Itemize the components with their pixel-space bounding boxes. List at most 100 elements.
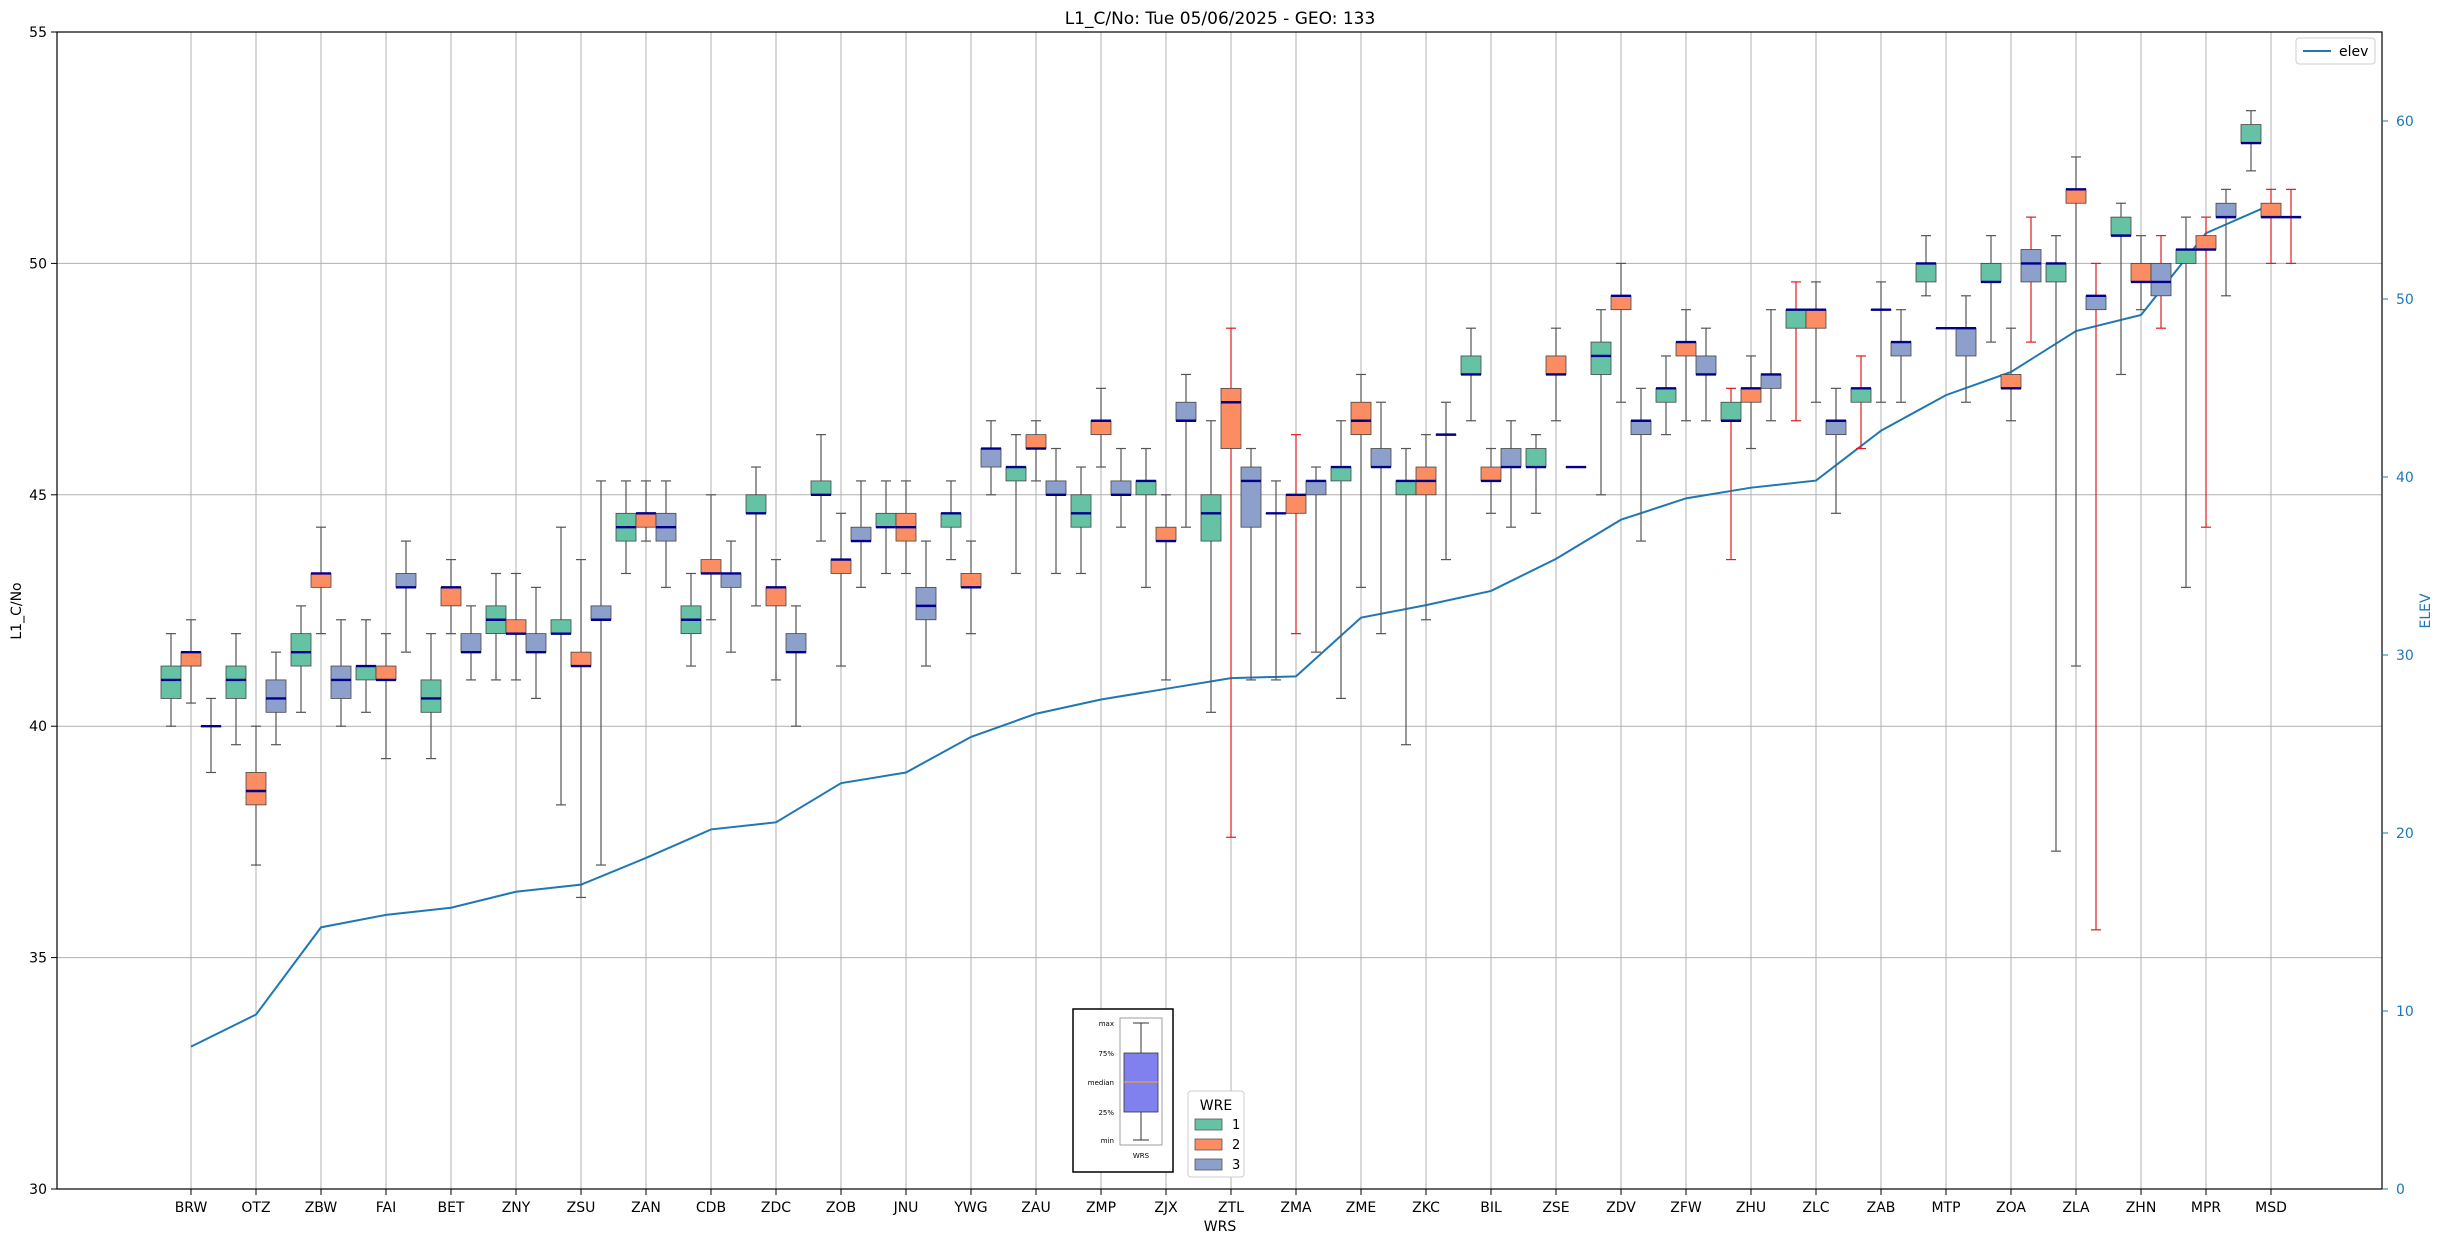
box-zkc-wre3 bbox=[1435, 401, 1457, 561]
box-ywg-wre2 bbox=[960, 540, 982, 635]
box-zob-wre2 bbox=[830, 512, 852, 667]
iqr-box bbox=[1175, 401, 1197, 422]
iqr-box bbox=[1590, 341, 1612, 375]
iqr-box bbox=[1460, 355, 1482, 375]
iqr-box bbox=[245, 772, 267, 806]
box-otz-wre3 bbox=[265, 651, 287, 746]
wre-legend: WRE 1 2 3 bbox=[1187, 1090, 1245, 1178]
iqr-box bbox=[850, 526, 872, 542]
box-zma-wre3 bbox=[1305, 466, 1327, 653]
box-zfw-wre1 bbox=[1655, 355, 1677, 436]
box-ztl-wre2 bbox=[1220, 327, 1242, 838]
box-zmp-wre1 bbox=[1070, 466, 1092, 575]
box-jnu-wre1 bbox=[875, 480, 897, 575]
box-zhu-wre1 bbox=[1720, 387, 1742, 561]
box-mtp-wre1 bbox=[1915, 235, 1937, 297]
box-zme-wre2 bbox=[1350, 373, 1372, 588]
x-tick-label-zsu: ZSU bbox=[567, 1200, 596, 1216]
box-zfw-wre3 bbox=[1695, 327, 1717, 422]
box-bil-wre2 bbox=[1480, 447, 1502, 514]
x-tick-label-cdb: CDB bbox=[696, 1200, 726, 1216]
iqr-box bbox=[225, 665, 247, 699]
box-zla-wre3 bbox=[2085, 262, 2107, 931]
iqr-box bbox=[1545, 355, 1567, 375]
y-axis-label: L1_C/No bbox=[9, 582, 25, 639]
chart-title: L1_C/No: Tue 05/06/2025 - GEO: 133 bbox=[1065, 9, 1376, 29]
iqr-box bbox=[290, 633, 312, 667]
iqr-box bbox=[1740, 387, 1762, 403]
key-label-min: min bbox=[1101, 1137, 1114, 1145]
iqr-box bbox=[1850, 387, 1872, 403]
box-zhn-wre1 bbox=[2110, 202, 2132, 376]
iqr-box bbox=[265, 679, 287, 713]
elev-legend-label: elev bbox=[2339, 44, 2368, 60]
box-zoa-wre2 bbox=[2000, 327, 2022, 422]
iqr-box bbox=[1285, 494, 1307, 514]
y2-axis-label: ELEV bbox=[2418, 593, 2434, 628]
x-tick-label-mtp: MTP bbox=[1931, 1200, 1960, 1216]
box-fai-wre3 bbox=[395, 540, 417, 653]
iqr-box bbox=[460, 633, 482, 653]
iqr-box bbox=[785, 633, 807, 653]
iqr-box bbox=[1330, 466, 1352, 482]
box-mtp-wre3 bbox=[1955, 295, 1977, 403]
iqr-box bbox=[1655, 387, 1677, 403]
iqr-box bbox=[1025, 434, 1047, 449]
iqr-box bbox=[440, 586, 462, 607]
box-zlc-wre3 bbox=[1825, 387, 1847, 514]
iqr-box bbox=[635, 512, 657, 528]
x-tick-label-zau: ZAU bbox=[1021, 1200, 1050, 1216]
iqr-box bbox=[1785, 309, 1807, 329]
wre-legend-label-2: 2 bbox=[1232, 1138, 1240, 1153]
iqr-box bbox=[875, 512, 897, 528]
x-tick-label-zjx: ZJX bbox=[1154, 1200, 1178, 1216]
box-zab-wre3 bbox=[1890, 309, 1912, 403]
box-zbw-wre2 bbox=[310, 526, 332, 635]
y-tick-label: 30 bbox=[29, 1182, 47, 1198]
iqr-box bbox=[1480, 466, 1502, 482]
box-brw-wre1 bbox=[160, 633, 182, 727]
iqr-box bbox=[1090, 420, 1112, 436]
iqr-box bbox=[830, 559, 852, 574]
plot-frame bbox=[56, 31, 2383, 1190]
box-zse-wre1 bbox=[1525, 434, 1547, 514]
y-tick-label: 35 bbox=[29, 951, 47, 967]
box-mpr-wre2 bbox=[2195, 216, 2217, 528]
box-zse-wre2 bbox=[1545, 327, 1567, 422]
box-zbw-wre3 bbox=[330, 619, 352, 727]
box-zab-wre1 bbox=[1850, 355, 1872, 450]
x-tick-label-zab: ZAB bbox=[1867, 1200, 1896, 1216]
iqr-box bbox=[330, 665, 352, 699]
y2-tick-label: 20 bbox=[2396, 826, 2414, 842]
box-ywg-wre1 bbox=[940, 480, 962, 561]
iqr-box bbox=[355, 665, 377, 681]
iqr-box bbox=[525, 633, 547, 653]
iqr-box bbox=[1955, 327, 1977, 357]
box-zan-wre3 bbox=[655, 480, 677, 588]
iqr-box bbox=[1525, 448, 1547, 468]
axis-layer: 30 35 40 45 50 55 0 10 20 30 40 50 60 BRW OTZ ZBW FAI BET… bbox=[29, 25, 2414, 1216]
box-ztl-wre3 bbox=[1240, 447, 1262, 681]
iqr-box bbox=[2215, 202, 2237, 218]
box-zkc-wre2 bbox=[1415, 434, 1437, 621]
x-axis-label: WRS bbox=[1204, 1219, 1237, 1235]
box-zhn-wre3 bbox=[2150, 235, 2172, 329]
iqr-box bbox=[2020, 249, 2042, 283]
box-zny-wre3 bbox=[525, 586, 547, 700]
box-brw-wre2 bbox=[180, 619, 202, 704]
key-label-median: median bbox=[1088, 1079, 1114, 1087]
box-zlc-wre2 bbox=[1805, 281, 1827, 403]
box-zfw-wre2 bbox=[1675, 309, 1697, 422]
iqr-box bbox=[1395, 480, 1417, 496]
x-tick-label-ywg: YWG bbox=[953, 1200, 987, 1216]
x-tick-label-zob: ZOB bbox=[826, 1200, 856, 1216]
iqr-box bbox=[720, 573, 742, 588]
iqr-box bbox=[1675, 341, 1697, 357]
x-tick-label-zbw: ZBW bbox=[305, 1200, 338, 1216]
box-ztl-wre1 bbox=[1200, 420, 1222, 713]
x-tick-label-msd: MSD bbox=[2255, 1200, 2287, 1216]
x-tick-label-zan: ZAN bbox=[631, 1200, 661, 1216]
elev-legend: elev bbox=[2295, 37, 2376, 65]
iqr-box bbox=[1135, 480, 1157, 496]
box-zdv-wre2 bbox=[1610, 262, 1632, 403]
